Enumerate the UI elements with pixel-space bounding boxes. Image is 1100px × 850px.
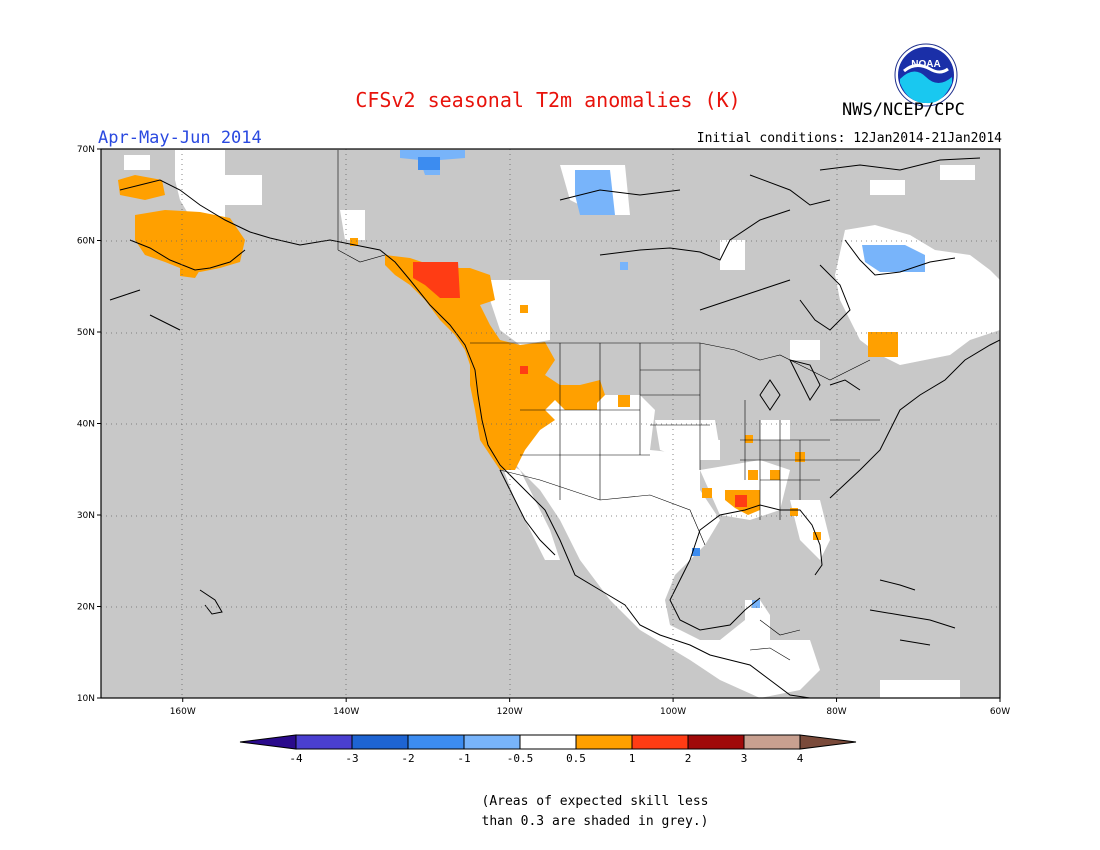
colorbar-label: 1 xyxy=(629,752,636,765)
skill-footnote: (Areas of expected skill less than 0.3 a… xyxy=(0,792,1100,832)
colorbar-label: 0.5 xyxy=(566,752,586,765)
footnote-line-1: (Areas of expected skill less xyxy=(481,794,709,809)
longitude-axis: 160W 140W 120W 100W 80W 60W xyxy=(170,698,1010,717)
logo-text: NOAA xyxy=(911,59,940,70)
colorbar-segment xyxy=(631,734,689,750)
latitude-axis: 10N 20N 30N 40N 50N 60N 70N xyxy=(77,145,101,704)
lat-tick-label: 30N xyxy=(77,511,95,521)
lon-tick-label: 120W xyxy=(497,707,523,717)
lon-tick-label: 100W xyxy=(660,707,686,717)
agency-label: NWS/NCEP/CPC xyxy=(842,100,965,120)
colorbar-segment xyxy=(687,734,745,750)
colorbar-label: -0.5 xyxy=(507,752,534,765)
lon-tick-label: 60W xyxy=(990,707,1010,717)
colorbar: -4 -3 -2 -1 -0.5 0.5 1 2 3 4 xyxy=(239,734,857,765)
warm-anomaly-areas xyxy=(118,175,898,540)
colorbar-segment xyxy=(743,734,801,750)
colorbar-label: 2 xyxy=(685,752,692,765)
cool-anomaly-areas xyxy=(400,150,925,608)
colorbar-segment xyxy=(295,734,353,750)
colorbar-label: 4 xyxy=(797,752,804,765)
colorbar-arrow-high xyxy=(799,734,857,750)
colorbar-label: -3 xyxy=(345,752,358,765)
coastlines xyxy=(109,157,1000,698)
colorbar-segment xyxy=(351,734,409,750)
map-field xyxy=(101,149,1000,698)
strong-warm-anomaly-areas xyxy=(413,262,747,507)
chart-title: CFSv2 seasonal T2m anomalies (K) xyxy=(355,88,741,112)
colorbar-arrow-low xyxy=(239,734,297,750)
colorbar-segment xyxy=(519,734,577,750)
colorbar-segment xyxy=(575,734,633,750)
colorbar-label: -4 xyxy=(289,752,303,765)
lat-tick-label: 40N xyxy=(77,420,95,430)
initial-conditions-label: Initial conditions: 12Jan2014-21Jan2014 xyxy=(696,131,1002,146)
lon-tick-label: 80W xyxy=(826,707,846,717)
lat-tick-label: 10N xyxy=(77,694,95,704)
colorbar-label: -2 xyxy=(401,752,414,765)
lat-tick-label: 20N xyxy=(77,603,95,613)
footnote-line-2: than 0.3 are shaded in grey.) xyxy=(481,814,709,829)
political-boundaries xyxy=(337,150,880,661)
lon-tick-label: 140W xyxy=(333,707,359,717)
lon-tick-label: 160W xyxy=(170,707,196,717)
noaa-logo-icon: NOAA xyxy=(894,43,958,107)
lat-tick-label: 60N xyxy=(77,237,95,247)
season-label: Apr-May-Jun 2014 xyxy=(98,128,262,148)
lat-tick-label: 50N xyxy=(77,328,95,338)
colorbar-label: 3 xyxy=(741,752,748,765)
colorbar-label: -1 xyxy=(457,752,470,765)
colorbar-segment xyxy=(407,734,465,750)
colorbar-segment xyxy=(463,734,521,750)
lat-tick-label: 70N xyxy=(77,145,95,155)
